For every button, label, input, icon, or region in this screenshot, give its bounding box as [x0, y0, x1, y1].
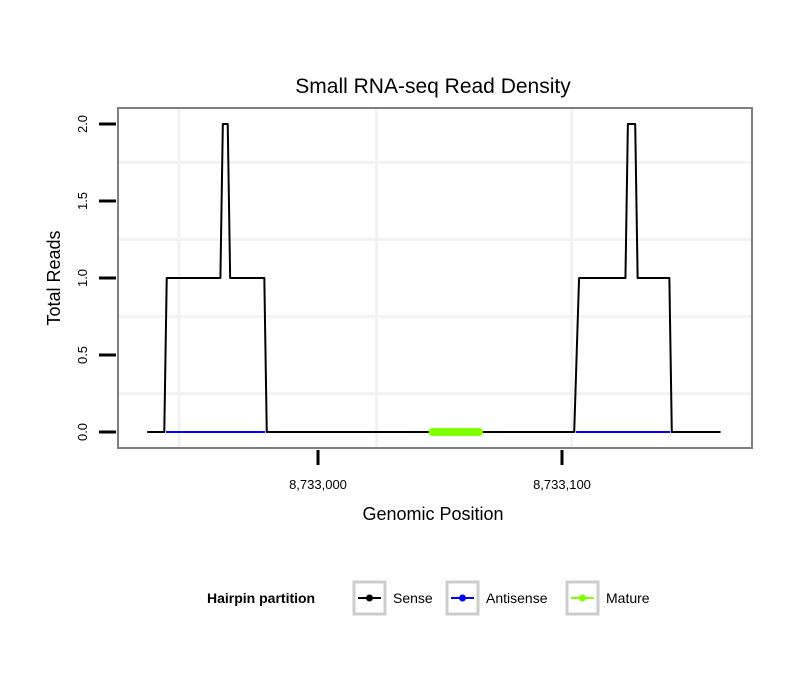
data-lines — [147, 123, 721, 436]
chart-title: Small RNA-seq Read Density — [295, 75, 571, 98]
legend-label: Mature — [606, 590, 650, 606]
gridlines — [119, 109, 751, 447]
legend: Hairpin partition Sense Antisense Mature — [207, 580, 650, 616]
series-sense-line — [147, 123, 721, 433]
legend-key-point — [366, 594, 373, 602]
legend-key-point — [459, 594, 466, 602]
x-tick-label: 8,733,000 — [289, 477, 347, 492]
y-tick-label: 0.5 — [75, 346, 90, 364]
legend-item-mature: Mature — [565, 580, 650, 616]
y-tick-label: 2.0 — [75, 115, 90, 133]
y-tick-label: 1.5 — [75, 192, 90, 210]
x-axis-label: Genomic Position — [362, 504, 503, 524]
x-tick-label: 8,733,100 — [533, 477, 591, 492]
x-axis: 8,733,000 8,733,100 — [289, 450, 591, 492]
y-axis: 0.0 0.5 1.0 1.5 2.0 — [75, 115, 116, 441]
legend-title: Hairpin partition — [207, 590, 315, 606]
legend-item-antisense: Antisense — [445, 580, 548, 616]
legend-label: Sense — [393, 590, 433, 606]
y-axis-label: Total Reads — [44, 230, 64, 325]
legend-key-point — [579, 594, 586, 602]
y-tick-label: 0.0 — [75, 423, 90, 441]
legend-label: Antisense — [486, 590, 548, 606]
y-tick-label: 1.0 — [75, 269, 90, 287]
legend-item-sense: Sense — [352, 580, 433, 616]
